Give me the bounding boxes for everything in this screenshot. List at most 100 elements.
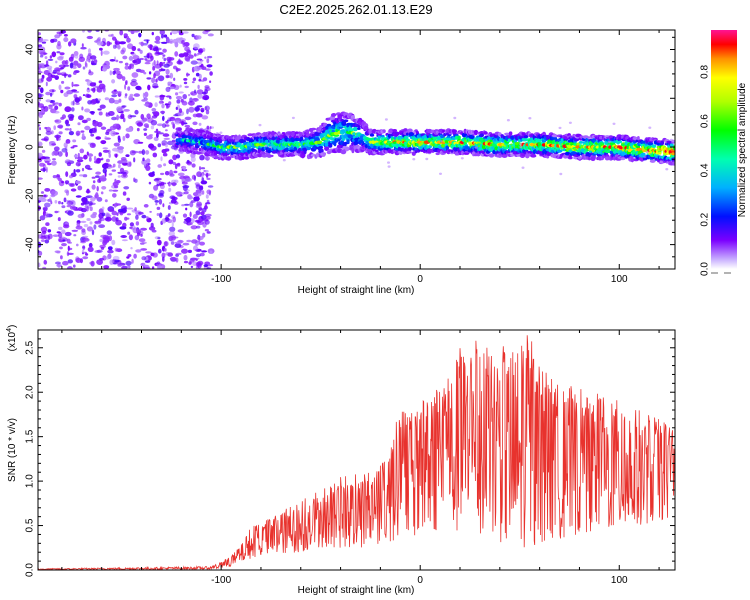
noise-blob [83, 224, 89, 228]
noise-blob [100, 140, 107, 145]
noise-blob [81, 252, 85, 255]
noise-blob [133, 253, 137, 259]
noise-blob [73, 169, 76, 174]
noise-blob [167, 140, 174, 146]
noise-blob [191, 239, 198, 244]
noise-blob [56, 135, 59, 141]
noise-blob [55, 60, 58, 64]
noise-blob [113, 142, 120, 147]
noise-blob [173, 84, 180, 90]
noise-blob [82, 66, 86, 70]
noise-blob [44, 212, 49, 219]
ridge-cell [336, 139, 341, 142]
noise-blob [173, 114, 179, 117]
noise-blob [121, 265, 128, 269]
snr-x-label: Height of straight line (km) [298, 585, 415, 596]
noise-blob [172, 132, 176, 138]
noise-blob [147, 84, 151, 91]
noise-blob [52, 102, 56, 106]
ridge-cell [273, 145, 278, 150]
ridge-cell [352, 132, 356, 136]
noise-blob [82, 256, 89, 260]
ridge-cell [333, 134, 340, 137]
noise-blob [75, 161, 81, 167]
ridge-cell [183, 135, 188, 138]
noise-blob [45, 207, 48, 212]
noise-blob [162, 115, 165, 122]
noise-blob [87, 153, 94, 157]
stray-point [528, 117, 532, 120]
noise-blob [87, 30, 92, 33]
noise-blob [38, 141, 43, 147]
y-tick-label: 1.5 [25, 429, 36, 443]
noise-blob [82, 245, 86, 250]
stray-point [453, 116, 457, 120]
noise-blob [186, 72, 189, 77]
noise-blob [74, 54, 79, 59]
noise-blob [168, 159, 174, 165]
noise-blob [196, 235, 204, 241]
noise-blob [96, 185, 99, 192]
noise-blob [56, 51, 61, 54]
ridge-cell [435, 152, 440, 156]
noise-blob [54, 105, 59, 110]
ridge-cell [504, 132, 510, 136]
noise-blob [82, 30, 85, 33]
noise-blob [120, 173, 128, 179]
noise-blob [75, 130, 81, 136]
noise-blob [120, 171, 127, 175]
ridge-cell [264, 139, 270, 144]
noise-blob [93, 224, 97, 230]
noise-blob [118, 164, 121, 169]
noise-blob [103, 235, 111, 242]
stray-point [227, 150, 231, 153]
noise-blob [204, 229, 209, 232]
noise-blob [111, 94, 118, 98]
noise-blob [86, 188, 90, 194]
noise-blob [195, 253, 201, 258]
noise-blob [177, 162, 181, 167]
noise-blob [91, 229, 95, 236]
noise-blob [126, 37, 131, 43]
noise-blob [192, 214, 198, 219]
colorbar: 0.0 0.2 0.4 0.6 0.8 Normalized spectral ampl… [700, 30, 748, 276]
noise-blob [197, 84, 200, 90]
noise-blob [67, 113, 75, 119]
noise-blob [65, 171, 69, 178]
noise-blob [148, 226, 156, 231]
noise-blob [193, 53, 197, 57]
noise-blob [63, 142, 68, 148]
ridge-cell [433, 136, 438, 140]
noise-blob [70, 188, 77, 192]
x-tick-label: 100 [611, 575, 628, 586]
noise-blob [77, 122, 81, 126]
noise-blob [61, 201, 64, 205]
noise-blob [125, 260, 132, 266]
noise-blob [45, 130, 52, 136]
noise-blob [102, 50, 110, 55]
noise-blob [79, 53, 84, 59]
noise-blob [186, 59, 191, 62]
ridge-cell [310, 127, 317, 131]
noise-blob [188, 106, 195, 113]
noise-blob [174, 243, 182, 249]
noise-blob [141, 159, 147, 165]
noise-blob [148, 71, 152, 75]
noise-blob [54, 119, 62, 124]
noise-blob [90, 133, 95, 137]
noise-blob [167, 81, 171, 87]
x-tick-label: 0 [417, 575, 423, 586]
noise-blob [147, 53, 150, 59]
noise-blob [156, 184, 160, 187]
noise-blob [165, 74, 170, 79]
noise-blob [105, 131, 110, 135]
noise-blob [64, 210, 68, 214]
noise-blob [111, 216, 117, 222]
noise-blob [165, 68, 170, 75]
ridge-cell [630, 157, 635, 163]
noise-blob [98, 80, 103, 84]
noise-blob [169, 182, 172, 187]
noise-blob [169, 116, 176, 121]
noise-blob [174, 51, 179, 57]
noise-blob [50, 38, 55, 43]
